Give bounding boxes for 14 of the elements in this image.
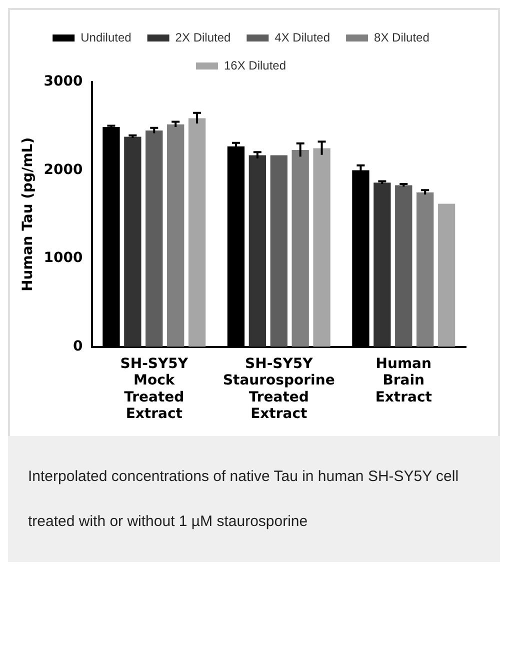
x-tick-label: SH-SY5Y Mock Treated Extract: [120, 356, 189, 422]
legend-label: 4X Diluted: [274, 30, 330, 44]
legend-label: 2X Diluted: [175, 30, 231, 44]
legend-label: 8X Diluted: [374, 30, 430, 44]
y-tick-label: 0: [73, 338, 84, 354]
text: Interpolated concentrations of native Tau in human SH-SY5Y cell treated with or without 1 µM staurosporine: [28, 468, 459, 530]
y-tick-label: 1000: [44, 250, 84, 266]
y-axis-title: Human Tau (pg/mL): [20, 137, 36, 292]
legend-label: Undiluted: [80, 30, 132, 44]
y-tick-label: 2000: [44, 162, 84, 178]
legend-label: 16X Diluted: [224, 58, 286, 72]
x-tick-label: Human Brain Extract: [375, 356, 432, 406]
x-tick-label: SH-SY5Y Staurosporine Treated Extract: [222, 356, 335, 422]
y-tick-label: 3000: [44, 74, 84, 90]
